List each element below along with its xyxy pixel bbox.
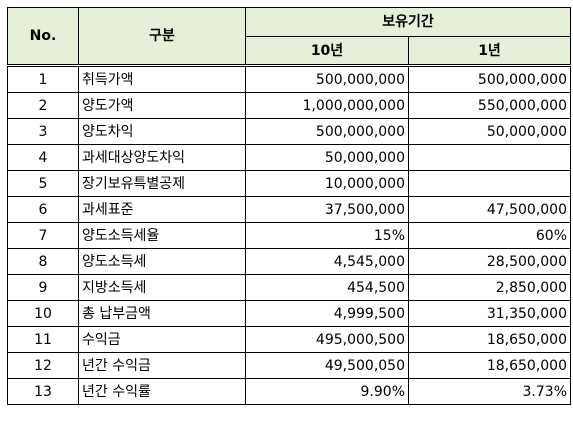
row-label-cell: 년간 수익률 (78, 378, 246, 405)
row-label-cell: 장기보유특별공제 (78, 170, 246, 197)
row-one-year-value: 31,350,000 (408, 300, 571, 327)
header-one-year: 1년 (408, 36, 571, 67)
row-one-year-value: 60% (408, 222, 571, 249)
table-row: 10 총 납부금액 4,999,500 31,350,000 (7, 300, 571, 327)
header-ten-year: 10년 (245, 36, 409, 67)
row-ten-year-value: 9.90% (245, 378, 409, 405)
header-category: 구분 (78, 7, 246, 66)
row-ten-year-value: 1,000,000,000 (245, 92, 409, 119)
row-label-cell: 지방소득세 (78, 274, 246, 301)
row-no-cell: 8 (7, 248, 79, 275)
row-no-cell: 6 (7, 196, 79, 223)
row-no-cell: 7 (7, 222, 79, 249)
row-one-year-value (408, 170, 571, 197)
row-ten-year-value: 50,000,000 (245, 144, 409, 171)
row-one-year-value: 50,000,000 (408, 118, 571, 145)
row-ten-year-value: 37,500,000 (245, 196, 409, 223)
row-ten-year-value: 4,545,000 (245, 248, 409, 275)
row-label-cell: 양도가액 (78, 92, 246, 119)
table-row: 6 과세표준 37,500,000 47,500,000 (7, 196, 571, 223)
table-row: 13 년간 수익률 9.90% 3.73% (7, 378, 571, 405)
table-row: 4 과세대상양도차익 50,000,000 (7, 144, 571, 171)
row-label-cell: 양도차익 (78, 118, 246, 145)
row-ten-year-value: 15% (245, 222, 409, 249)
row-ten-year-value: 500,000,000 (245, 65, 409, 93)
row-no-cell: 1 (7, 65, 79, 93)
row-one-year-value: 28,500,000 (408, 248, 571, 275)
table-row: 3 양도차익 500,000,000 50,000,000 (7, 118, 571, 145)
row-no-cell: 5 (7, 170, 79, 197)
table-row: 9 지방소득세 454,500 2,850,000 (7, 274, 571, 301)
row-ten-year-value: 49,500,050 (245, 352, 409, 379)
row-label-cell: 양도소득세율 (78, 222, 246, 249)
holding-period-table: No. 구분 보유기간 10년 1년 1 취득가액 500,000,000 500,0… (7, 7, 571, 405)
table-row: 7 양도소득세율 15% 60% (7, 222, 571, 249)
row-one-year-value: 18,650,000 (408, 326, 571, 353)
table-row: 8 양도소득세 4,545,000 28,500,000 (7, 248, 571, 275)
row-one-year-value (408, 144, 571, 171)
row-no-cell: 13 (7, 378, 79, 405)
row-one-year-value: 550,000,000 (408, 92, 571, 119)
row-ten-year-value: 10,000,000 (245, 170, 409, 197)
table-row: 11 수익금 495,000,500 18,650,000 (7, 326, 571, 353)
row-label-cell: 과세표준 (78, 196, 246, 223)
row-ten-year-value: 4,999,500 (245, 300, 409, 327)
row-no-cell: 10 (7, 300, 79, 327)
table-body: 1 취득가액 500,000,000 500,000,000 2 양도가액 1,000,00… (7, 65, 571, 405)
row-no-cell: 4 (7, 144, 79, 171)
row-no-cell: 12 (7, 352, 79, 379)
row-no-cell: 3 (7, 118, 79, 145)
row-one-year-value: 2,850,000 (408, 274, 571, 301)
row-one-year-value: 47,500,000 (408, 196, 571, 223)
row-no-cell: 9 (7, 274, 79, 301)
row-no-cell: 11 (7, 326, 79, 353)
row-label-cell: 양도소득세 (78, 248, 246, 275)
row-label-cell: 총 납부금액 (78, 300, 246, 327)
table-row: 12 년간 수익금 49,500,050 18,650,000 (7, 352, 571, 379)
row-ten-year-value: 495,000,500 (245, 326, 409, 353)
row-label-cell: 년간 수익금 (78, 352, 246, 379)
table-row: 5 장기보유특별공제 10,000,000 (7, 170, 571, 197)
row-label-cell: 수익금 (78, 326, 246, 353)
table-header: No. 구분 보유기간 10년 1년 (7, 7, 571, 67)
header-no: No. (7, 7, 79, 66)
table-row: 1 취득가액 500,000,000 500,000,000 (7, 65, 571, 93)
table-row: 2 양도가액 1,000,000,000 550,000,000 (7, 92, 571, 119)
row-ten-year-value: 454,500 (245, 274, 409, 301)
row-label-cell: 과세대상양도차익 (78, 144, 246, 171)
row-ten-year-value: 500,000,000 (245, 118, 409, 145)
row-one-year-value: 500,000,000 (408, 65, 571, 93)
row-one-year-value: 18,650,000 (408, 352, 571, 379)
row-no-cell: 2 (7, 92, 79, 119)
row-label-cell: 취득가액 (78, 65, 246, 93)
header-holding-period: 보유기간 (245, 7, 571, 37)
row-one-year-value: 3.73% (408, 378, 571, 405)
